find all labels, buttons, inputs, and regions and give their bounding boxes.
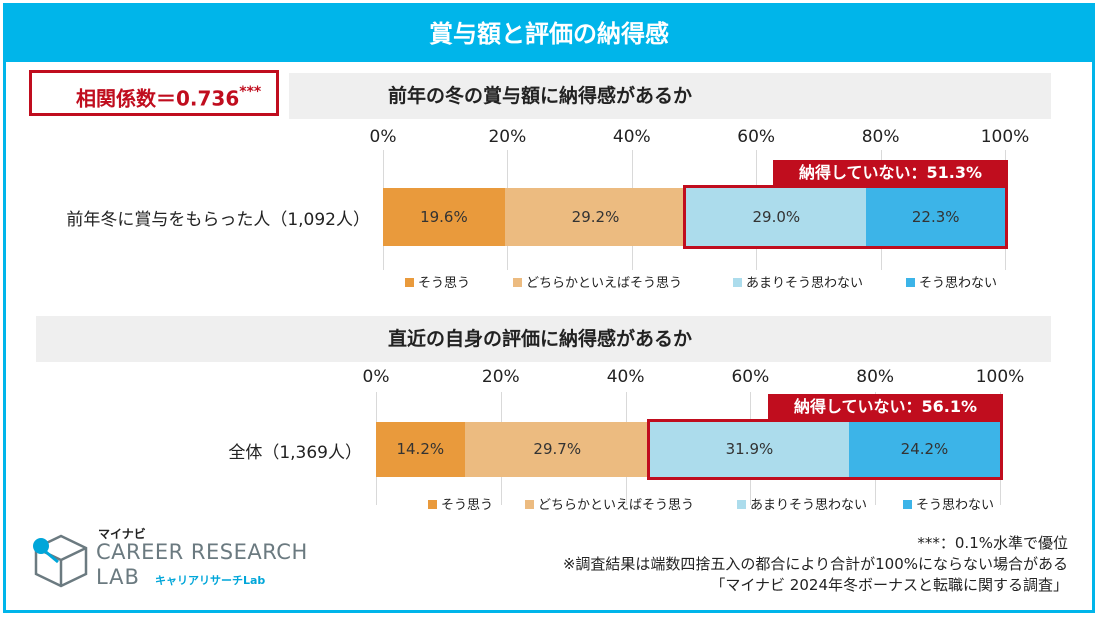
axis-tick-label: 20% bbox=[481, 367, 520, 387]
category-label: 前年冬に賞与をもらった人（1,092人） bbox=[66, 210, 370, 230]
question-title: 直近の自身の評価に納得感があるか bbox=[36, 316, 1051, 362]
highlight-box bbox=[646, 419, 1003, 480]
data-label: 22.3% bbox=[911, 208, 960, 226]
legend-label: そう思う bbox=[418, 276, 471, 291]
legend-swatch bbox=[405, 278, 414, 287]
category-label: 全体（1,369人） bbox=[228, 442, 362, 463]
legend-swatch bbox=[906, 278, 915, 287]
legend-label: どちらかといえばそう思う bbox=[526, 276, 683, 291]
legend-swatch bbox=[428, 500, 437, 509]
legend-swatch bbox=[737, 500, 746, 509]
footnote-source: 「マイナビ 2024年冬ボーナスと転職に関する調査」 bbox=[710, 576, 1068, 594]
legend-swatch bbox=[525, 500, 534, 509]
bar-segment: 22.3% bbox=[866, 188, 1005, 246]
data-label: 14.2% bbox=[396, 440, 445, 458]
legend-item: そう思う bbox=[428, 494, 493, 513]
bar-segment: 31.9% bbox=[649, 422, 849, 477]
bar-segment: 29.7% bbox=[464, 422, 650, 477]
axis-tick-label: 60% bbox=[737, 127, 776, 147]
legend-label: あまりそう思わない bbox=[750, 498, 868, 513]
footnote-rounding: ※調査結果は端数四捨五入の都合により合計が100%にならない場合がある bbox=[562, 555, 1068, 573]
legend-label: そう思う bbox=[441, 498, 494, 513]
legend-item: そう思わない bbox=[903, 494, 994, 513]
significance-mark: *** bbox=[239, 84, 262, 100]
data-label: 29.0% bbox=[752, 208, 801, 226]
data-label: 31.9% bbox=[725, 440, 774, 458]
axis-tick-label: 20% bbox=[488, 127, 527, 147]
cube-logo-icon bbox=[33, 534, 88, 588]
correlation-box: 相関係数＝0.736*** bbox=[29, 70, 279, 116]
question-text: 直近の自身の評価に納得感があるか bbox=[388, 328, 693, 350]
data-label: 24.2% bbox=[900, 440, 949, 458]
axis-tick-label: 40% bbox=[612, 127, 651, 147]
data-label: 19.6% bbox=[420, 208, 468, 226]
chart-title: 賞与額と評価の納得感 bbox=[6, 6, 1092, 62]
axis-tick-label: 100% bbox=[980, 127, 1030, 147]
bar-segment: 24.2% bbox=[848, 422, 1000, 477]
axis-tick-label: 60% bbox=[731, 367, 770, 387]
legend-item: そう思わない bbox=[906, 272, 997, 291]
legend-label: そう思わない bbox=[916, 498, 995, 513]
data-label: 29.7% bbox=[533, 440, 582, 458]
question-title: 前年の冬の賞与額に納得感があるか bbox=[289, 73, 1051, 119]
highlight-box bbox=[683, 185, 1008, 249]
legend-swatch bbox=[903, 500, 912, 509]
legend-item: あまりそう思わない bbox=[733, 272, 863, 291]
legend-item: どちらかといえばそう思う bbox=[525, 494, 694, 513]
chart-frame: 賞与額と評価の納得感 bbox=[3, 3, 1095, 613]
logo-name-line2: LAB bbox=[96, 565, 140, 589]
logo-subname: キャリアリサーチLab bbox=[155, 574, 266, 587]
bar-segment: 14.2% bbox=[376, 422, 465, 477]
logo-brand: マイナビ bbox=[98, 527, 146, 541]
footnote-significance: ***：0.1%水準で優位 bbox=[917, 534, 1068, 552]
legend-label: どちらかといえばそう思う bbox=[538, 498, 695, 513]
legend-label: あまりそう思わない bbox=[746, 276, 864, 291]
question-text: 前年の冬の賞与額に納得感があるか bbox=[388, 85, 693, 107]
axis-tick-label: 80% bbox=[856, 367, 895, 387]
logo-name-line1: CAREER RESEARCH bbox=[96, 540, 308, 564]
axis-tick-label: 40% bbox=[606, 367, 645, 387]
highlight-label: 納得していない：51.3% bbox=[773, 160, 1008, 186]
highlight-label: 納得していない：56.1% bbox=[768, 394, 1003, 420]
axis-tick-label: 100% bbox=[975, 367, 1025, 387]
axis-tick-label: 0% bbox=[362, 367, 390, 387]
axis-tick-label: 80% bbox=[861, 127, 900, 147]
legend-item: どちらかといえばそう思う bbox=[513, 272, 682, 291]
bar-segment: 29.2% bbox=[504, 188, 687, 246]
legend-label: そう思わない bbox=[919, 276, 998, 291]
legend-swatch bbox=[733, 278, 742, 287]
data-label: 29.2% bbox=[571, 208, 620, 226]
legend-item: あまりそう思わない bbox=[737, 494, 867, 513]
legend-swatch bbox=[513, 278, 522, 287]
axis-tick-label: 0% bbox=[369, 127, 397, 147]
legend-item: そう思う bbox=[405, 272, 470, 291]
correlation-label: 相関係数＝0.736 bbox=[76, 86, 240, 111]
bar-segment: 19.6% bbox=[383, 188, 505, 246]
footnotes: ***：0.1%水準で優位 ※調査結果は端数四捨五入の都合により合計が100%に… bbox=[563, 533, 1068, 596]
bar-segment: 29.0% bbox=[686, 188, 867, 246]
